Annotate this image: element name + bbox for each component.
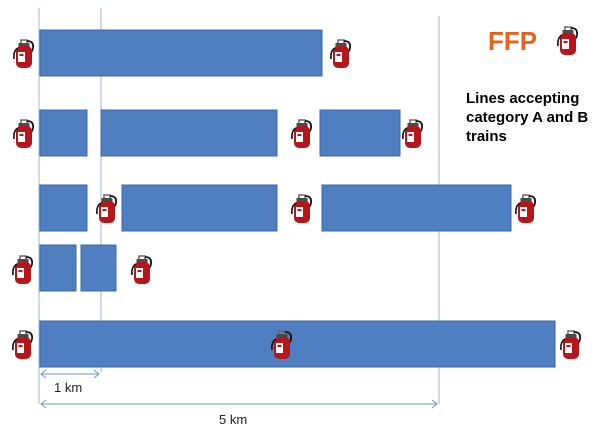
line-segment — [39, 109, 88, 157]
scale-label-5km: 5 km — [219, 412, 248, 427]
ffp-title: FFP — [488, 26, 538, 56]
line-segment — [39, 320, 556, 368]
line-segment — [39, 29, 323, 77]
fire-extinguisher-icon — [557, 26, 578, 55]
fire-extinguisher-icon — [401, 119, 424, 149]
description-line-2: category A and B — [466, 109, 589, 126]
fire-extinguisher-icon — [95, 194, 118, 224]
dimension-1km — [40, 369, 100, 379]
fire-extinguisher-icon — [12, 39, 35, 69]
fire-extinguisher-icon — [11, 255, 34, 285]
description-line-3: trains — [466, 128, 507, 145]
fire-extinguisher-icon — [329, 39, 352, 69]
fire-extinguisher-icon — [12, 119, 35, 149]
line-segment — [319, 109, 401, 157]
line-segment — [321, 184, 512, 232]
fire-extinguisher-icon — [290, 194, 313, 224]
fire-extinguisher-icon — [11, 330, 34, 360]
line-segment — [39, 184, 88, 232]
fire-extinguisher-icon — [290, 119, 313, 149]
line-segment — [80, 244, 117, 292]
line-segment — [121, 184, 278, 232]
fire-extinguisher-icon — [130, 255, 153, 285]
line-segment — [39, 244, 77, 292]
dimension-5km — [40, 399, 438, 409]
fire-extinguisher-icon — [514, 194, 537, 224]
fire-extinguisher-icon — [559, 330, 582, 360]
scale-label-1km: 1 km — [54, 380, 83, 395]
line-description: Lines accepting category A and B trains — [466, 89, 614, 146]
line-segment — [100, 109, 278, 157]
description-line-1: Lines accepting — [466, 90, 580, 107]
